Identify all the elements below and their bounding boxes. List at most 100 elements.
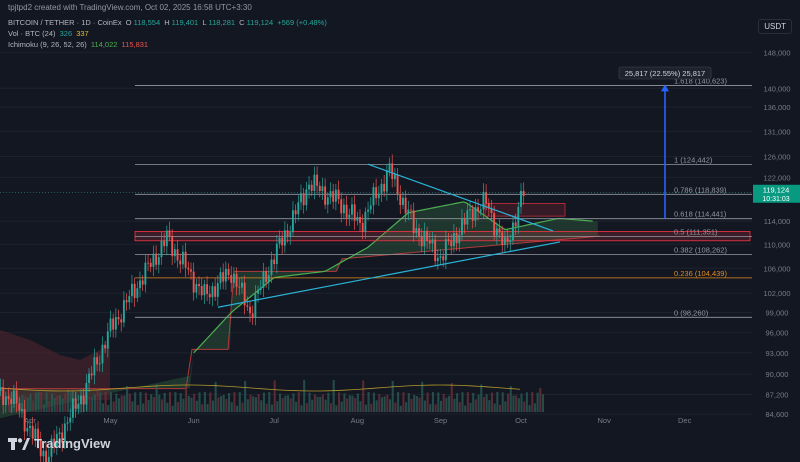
candle-body — [31, 425, 34, 439]
candle-body — [300, 193, 302, 203]
x-tick-label: Jul — [269, 416, 279, 425]
volume-bar — [423, 400, 426, 412]
volume-bar — [421, 381, 424, 412]
candle-body — [275, 243, 278, 265]
candle-body — [297, 202, 300, 215]
volume-bar — [257, 394, 260, 412]
candle-body — [353, 204, 356, 221]
tradingview-logo-icon — [8, 437, 30, 450]
candle-body — [238, 286, 241, 288]
ichimoku-header[interactable]: Ichimoku (9, 26, 52, 26) 114,022 115,831 — [8, 40, 150, 49]
candle-body — [222, 272, 225, 282]
candle-body — [109, 318, 112, 332]
volume-bar — [168, 392, 172, 412]
resistance-box[interactable] — [484, 202, 566, 217]
candle-body — [388, 163, 391, 172]
candle-body — [334, 189, 337, 202]
volume-bar — [270, 404, 274, 412]
volume-bar — [536, 392, 539, 412]
volume-bar — [182, 398, 185, 412]
y-tick-label: 136,000 — [763, 103, 790, 112]
volume-bar — [303, 380, 306, 412]
candle-body — [361, 222, 364, 233]
symbol-header: BITCOIN / TETHER · 1D · CoinEx O 118,554 … — [8, 18, 329, 27]
candle-body — [461, 217, 463, 235]
volume-bar — [276, 401, 279, 412]
candle-body — [187, 267, 190, 270]
volume-bar — [528, 405, 531, 412]
candle-body — [112, 318, 115, 330]
volume-bar — [485, 394, 488, 412]
candle-body — [98, 363, 101, 365]
volume-bar — [434, 404, 437, 412]
candle-body — [136, 288, 139, 298]
volume-bar — [152, 397, 155, 412]
candle-body — [318, 185, 321, 192]
candle-body — [402, 197, 404, 205]
volume-bar — [190, 397, 193, 412]
volume-bar — [482, 397, 485, 412]
volume-bar — [225, 398, 228, 412]
symbol-name[interactable]: BITCOIN / TETHER · 1D · CoinEx — [8, 18, 122, 27]
candle-body — [407, 209, 410, 214]
candle-body — [442, 256, 445, 261]
candle-body — [141, 280, 144, 285]
candle-body — [26, 428, 29, 432]
measure-label-box — [618, 66, 712, 80]
candle-body — [458, 234, 461, 244]
candle-body — [493, 213, 496, 236]
candle-body — [283, 230, 286, 246]
volume-bar — [160, 399, 164, 412]
ascending-trendline[interactable] — [217, 241, 561, 308]
candle-body — [139, 280, 141, 289]
volume-bar — [343, 393, 346, 412]
volume-bar — [219, 396, 223, 412]
candle-body — [179, 260, 182, 265]
volume-bar — [464, 405, 467, 412]
volume-bar — [230, 402, 233, 412]
volume-bar — [246, 399, 249, 412]
candle-body — [208, 293, 211, 298]
x-tick-label: Oct — [515, 416, 528, 425]
attribution-text: tpjtpd2 created with TradingView.com, Oc… — [8, 3, 252, 12]
candle-body — [450, 240, 453, 247]
candle-body — [246, 305, 249, 307]
volume-bar — [233, 392, 236, 412]
descending-trendline[interactable] — [367, 163, 554, 232]
candle-body — [230, 275, 233, 283]
y-tick-label: 110,000 — [764, 240, 791, 249]
volume-bar — [324, 399, 327, 412]
candle-body — [104, 344, 107, 349]
volume-bar — [83, 399, 86, 412]
y-tick-label: 102,000 — [763, 289, 790, 298]
volume-bar — [493, 403, 496, 412]
volume-header[interactable]: Vol · BTC (24) 326 337 — [8, 29, 91, 38]
candle-body — [219, 272, 222, 284]
volume-bar — [308, 392, 311, 412]
volume-bar — [104, 392, 107, 412]
candle-body — [329, 191, 332, 198]
volume-bar — [375, 400, 378, 412]
candle-body — [412, 210, 415, 234]
candle-body — [495, 228, 498, 236]
currency-button[interactable]: USDT — [758, 19, 792, 34]
candle-body — [292, 210, 294, 233]
volume-bar — [351, 395, 354, 412]
candle-body — [69, 417, 72, 423]
candle-body — [351, 204, 353, 215]
volume-bar — [445, 397, 448, 412]
volume-bar — [364, 404, 367, 412]
volume-bar — [289, 398, 292, 412]
candle-body — [55, 434, 58, 447]
volume-bar — [34, 392, 37, 412]
volume-bar — [185, 383, 188, 412]
volume-bar — [262, 392, 265, 412]
candle-body — [133, 283, 136, 298]
candle-body — [216, 283, 219, 297]
candle-body — [383, 183, 386, 192]
volume-bar — [254, 397, 257, 412]
candle-body — [372, 187, 375, 206]
candle-body — [0, 387, 2, 391]
candle-body — [455, 232, 458, 244]
